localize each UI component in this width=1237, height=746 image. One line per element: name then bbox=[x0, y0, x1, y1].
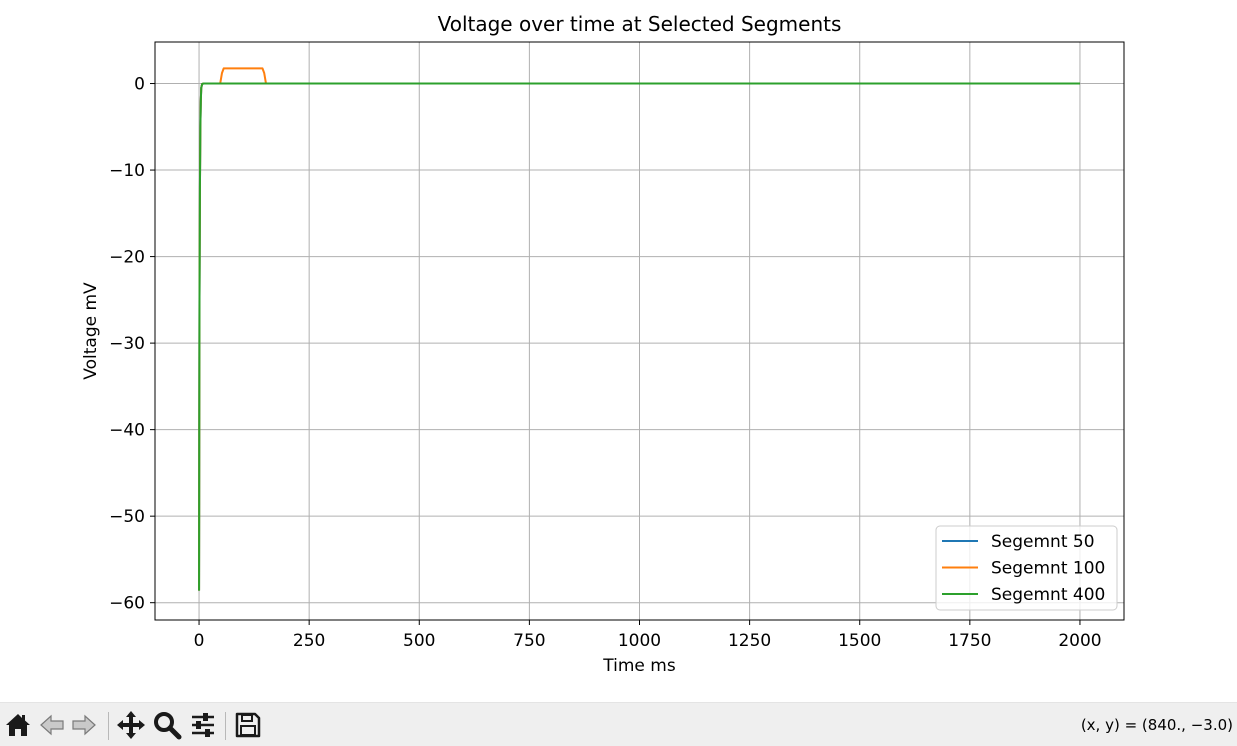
cursor-coordinates: (x, y) = (840., −3.0) bbox=[1080, 716, 1233, 734]
series-lines bbox=[198, 67, 1080, 591]
x-tick-label: 1000 bbox=[618, 631, 661, 651]
line-chart[interactable]: Voltage over time at Selected Segments 0… bbox=[0, 0, 1237, 702]
legend-label: Segemnt 100 bbox=[991, 559, 1105, 579]
save-floppy-icon bbox=[235, 712, 261, 738]
x-tick-label: 1250 bbox=[728, 631, 771, 651]
axes-frame bbox=[154, 41, 1125, 621]
y-tick-label: −50 bbox=[109, 507, 145, 527]
x-axis-label: Time ms bbox=[602, 656, 676, 676]
x-tick-label: 750 bbox=[513, 631, 545, 651]
toolbar-separator bbox=[225, 712, 226, 740]
x-tick-label: 250 bbox=[293, 631, 325, 651]
toolbar-separator bbox=[108, 712, 109, 740]
y-tick-label: −30 bbox=[109, 334, 145, 354]
navigation-toolbar: (x, y) = (840., −3.0) bbox=[0, 702, 1237, 746]
y-tick-label: −20 bbox=[109, 248, 145, 268]
home-icon bbox=[6, 714, 30, 736]
back-button[interactable] bbox=[36, 709, 68, 741]
save-button[interactable] bbox=[232, 709, 264, 741]
legend[interactable]: Segemnt 50 Segemnt 100 Segemnt 400 bbox=[935, 525, 1118, 611]
back-arrow-icon bbox=[40, 714, 64, 736]
x-tick-label: 1500 bbox=[838, 631, 881, 651]
forward-button[interactable] bbox=[68, 709, 100, 741]
series-line-3 bbox=[198, 82, 1080, 591]
y-tick-label: 0 bbox=[134, 75, 145, 95]
y-axis-label: Voltage mV bbox=[81, 282, 101, 380]
zoom-button[interactable] bbox=[151, 709, 183, 741]
x-tick-label: 1750 bbox=[948, 631, 991, 651]
x-tick-label: 0 bbox=[194, 631, 205, 651]
x-tick-label: 500 bbox=[403, 631, 435, 651]
home-button[interactable] bbox=[2, 709, 34, 741]
forward-arrow-icon bbox=[72, 714, 96, 736]
x-tick-label: 2000 bbox=[1058, 631, 1101, 651]
zoom-magnifier-icon bbox=[154, 712, 182, 740]
y-tick-label: −40 bbox=[109, 421, 145, 441]
legend-box bbox=[935, 525, 1118, 611]
y-tick-label: −60 bbox=[109, 594, 145, 614]
x-axis-ticks: 0 250 500 750 1000 1250 1500 1750 2000 bbox=[194, 620, 1102, 651]
pan-button[interactable] bbox=[115, 709, 147, 741]
configure-subplots-icon bbox=[192, 713, 214, 737]
configure-subplots-button[interactable] bbox=[187, 709, 219, 741]
legend-label: Segemnt 400 bbox=[991, 585, 1105, 605]
pan-move-icon bbox=[117, 711, 145, 739]
chart-title: Voltage over time at Selected Segments bbox=[438, 12, 842, 36]
y-axis-ticks: 0 −10 −20 −30 −40 −50 −60 bbox=[109, 75, 155, 614]
figure-canvas[interactable]: Voltage over time at Selected Segments 0… bbox=[0, 0, 1237, 702]
y-tick-label: −10 bbox=[109, 161, 145, 181]
legend-label: Segemnt 50 bbox=[991, 532, 1095, 552]
